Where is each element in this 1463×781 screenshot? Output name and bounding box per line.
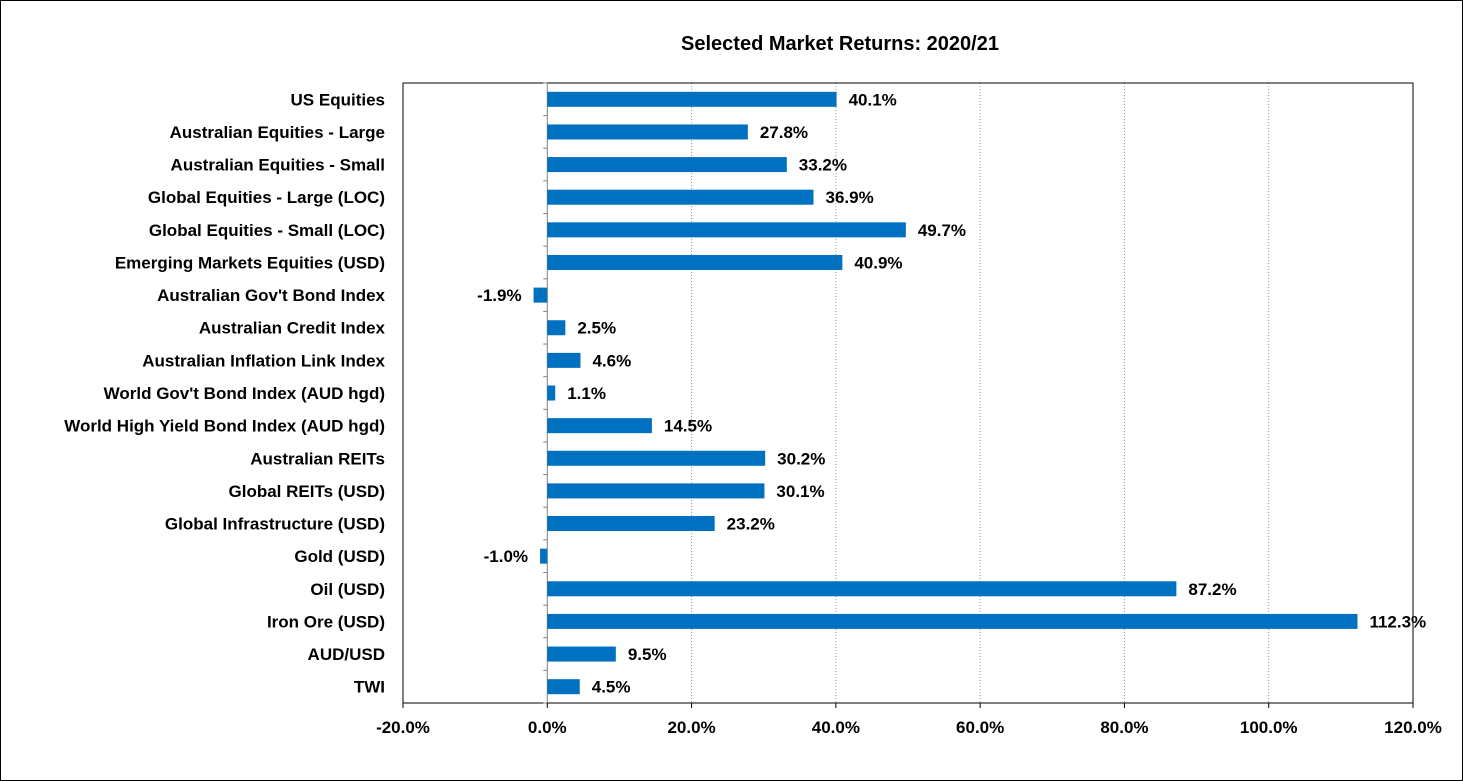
category-label: World High Yield Bond Index (AUD hgd)	[64, 417, 385, 436]
data-label: 40.9%	[854, 253, 902, 272]
x-tick-label: 60.0%	[956, 718, 1004, 737]
data-label: 27.8%	[760, 123, 808, 142]
bar	[547, 679, 580, 695]
category-label: TWI	[354, 678, 385, 697]
bar	[547, 418, 652, 434]
bar	[547, 581, 1177, 597]
bar	[547, 385, 556, 401]
plot-area	[402, 82, 1414, 704]
bar	[547, 613, 1358, 629]
category-label: Australian Inflation Link Index	[142, 351, 385, 370]
x-tick-label: 80.0%	[1100, 718, 1148, 737]
data-label: 87.2%	[1188, 580, 1236, 599]
data-label: 112.3%	[1369, 612, 1426, 631]
x-tick-label: 0.0%	[528, 718, 567, 737]
data-label: 2.5%	[577, 319, 616, 338]
data-label: 14.5%	[664, 417, 712, 436]
category-label: US Equities	[291, 90, 385, 109]
bar	[547, 450, 766, 466]
data-label: -1.9%	[477, 286, 521, 305]
x-tick-labels: -20.0% 0.0% 20.0% 40.0% 60.0% 80.0% 100.0% 120.…	[376, 718, 1442, 737]
category-label: Gold (USD)	[294, 547, 385, 566]
bar	[547, 189, 814, 205]
category-label: Australian Equities - Large	[170, 123, 385, 142]
bar	[547, 646, 616, 662]
bar	[547, 516, 715, 532]
bar	[547, 254, 843, 270]
bar	[533, 287, 548, 303]
bars	[533, 91, 1358, 695]
bar	[547, 157, 787, 173]
data-label: 40.1%	[849, 90, 897, 109]
category-label: Oil (USD)	[310, 580, 385, 599]
category-label: AUD/USD	[308, 645, 385, 664]
gridlines	[691, 83, 1270, 703]
category-labels: US Equities Australian Equities - Large Au…	[64, 90, 385, 696]
bar	[547, 352, 581, 368]
category-label: Iron Ore (USD)	[267, 612, 385, 631]
category-label: Australian REITs	[250, 449, 385, 468]
bar	[547, 222, 906, 238]
chart-title: Selected Market Returns: 2020/21	[681, 33, 999, 55]
bar	[547, 91, 837, 107]
category-label: World Gov't Bond Index (AUD hgd)	[104, 384, 385, 403]
x-tick-label: -20.0%	[376, 718, 430, 737]
bar	[540, 548, 548, 564]
category-label: Global Infrastructure (USD)	[165, 515, 385, 534]
category-label: Australian Equities - Small	[171, 156, 385, 175]
data-labels: 40.1% 27.8% 33.2% 36.9% 49.7% 40.9% -1.9% 2.5% 4…	[477, 90, 1426, 696]
category-label: Global REITs (USD)	[229, 482, 385, 501]
data-label: 1.1%	[567, 384, 606, 403]
data-label: 9.5%	[628, 645, 667, 664]
data-label: 4.6%	[592, 351, 631, 370]
x-tick-label: 20.0%	[667, 718, 715, 737]
x-tick-label: 100.0%	[1240, 718, 1298, 737]
x-tick-label: 40.0%	[812, 718, 860, 737]
category-label: Global Equities - Large (LOC)	[148, 188, 385, 207]
bar	[547, 320, 566, 336]
bar	[547, 124, 748, 140]
category-label: Emerging Markets Equities (USD)	[115, 253, 385, 272]
data-label: 23.2%	[727, 515, 775, 534]
data-label: 49.7%	[918, 221, 966, 240]
data-label: 30.2%	[777, 449, 825, 468]
category-label: Global Equities - Small (LOC)	[149, 221, 385, 240]
category-label: Australian Credit Index	[199, 319, 386, 338]
bar	[547, 483, 765, 499]
data-label: -1.0%	[484, 547, 528, 566]
category-label: Australian Gov't Bond Index	[157, 286, 385, 305]
data-label: 4.5%	[592, 678, 631, 697]
data-label: 33.2%	[799, 156, 847, 175]
x-tick-label: 120.0%	[1384, 718, 1442, 737]
data-label: 30.1%	[776, 482, 824, 501]
data-label: 36.9%	[825, 188, 873, 207]
